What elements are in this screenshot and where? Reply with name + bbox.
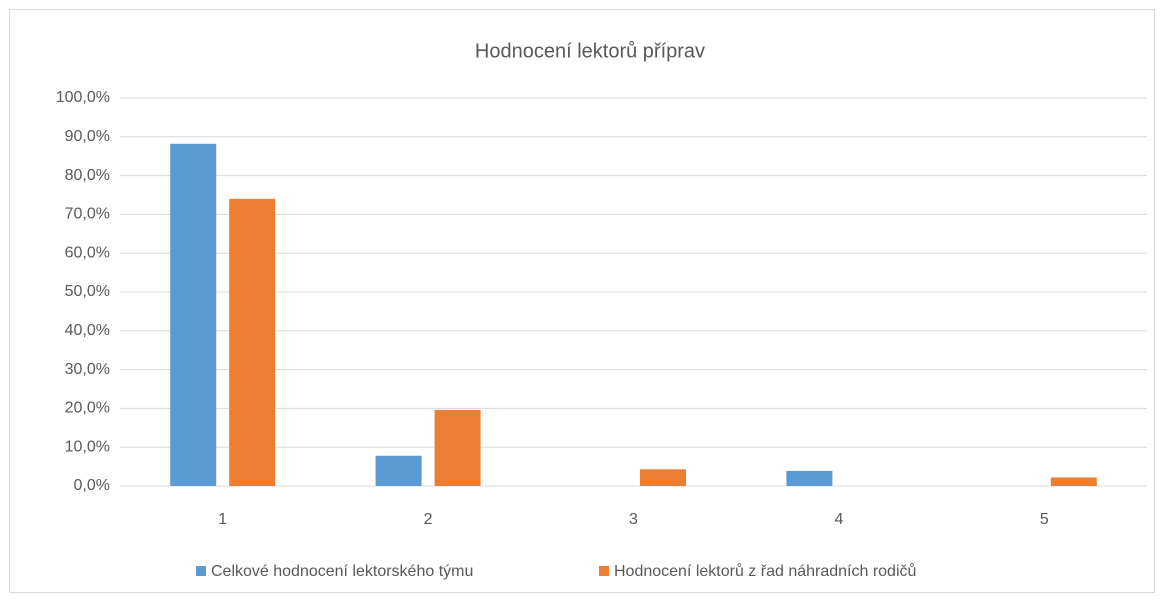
bar bbox=[786, 470, 833, 486]
legend-label: Hodnocení lektorů z řad náhradních rodič… bbox=[614, 562, 916, 580]
y-tick-label: 50,0% bbox=[65, 283, 110, 300]
y-tick-label: 0,0% bbox=[74, 477, 110, 494]
bar bbox=[640, 469, 686, 486]
y-tick-label: 20,0% bbox=[65, 400, 110, 417]
y-tick-label: 30,0% bbox=[65, 361, 110, 378]
y-tick-label: 100,0% bbox=[56, 89, 110, 106]
x-tick-label: 5 bbox=[1040, 511, 1049, 528]
y-tick-label: 40,0% bbox=[65, 322, 110, 339]
y-tick-label: 60,0% bbox=[65, 244, 110, 261]
chart-title: Hodnocení lektorů příprav bbox=[475, 40, 705, 62]
x-tick-label: 4 bbox=[834, 511, 843, 528]
x-tick-label: 2 bbox=[424, 511, 433, 528]
bar bbox=[375, 455, 422, 486]
bar bbox=[170, 143, 217, 486]
bar bbox=[1050, 477, 1097, 486]
y-tick-label: 90,0% bbox=[65, 128, 110, 145]
y-tick-label: 70,0% bbox=[65, 206, 110, 223]
legend-swatch bbox=[599, 566, 609, 576]
legend-label: Celkové hodnocení lektorského týmu bbox=[211, 563, 473, 580]
bar bbox=[229, 198, 276, 486]
y-tick-label: 80,0% bbox=[65, 167, 110, 184]
x-tick-label: 1 bbox=[218, 511, 227, 528]
y-tick-label: 10,0% bbox=[65, 438, 110, 455]
bar bbox=[434, 409, 481, 486]
x-tick-label: 3 bbox=[629, 511, 638, 528]
legend-swatch bbox=[196, 566, 206, 576]
